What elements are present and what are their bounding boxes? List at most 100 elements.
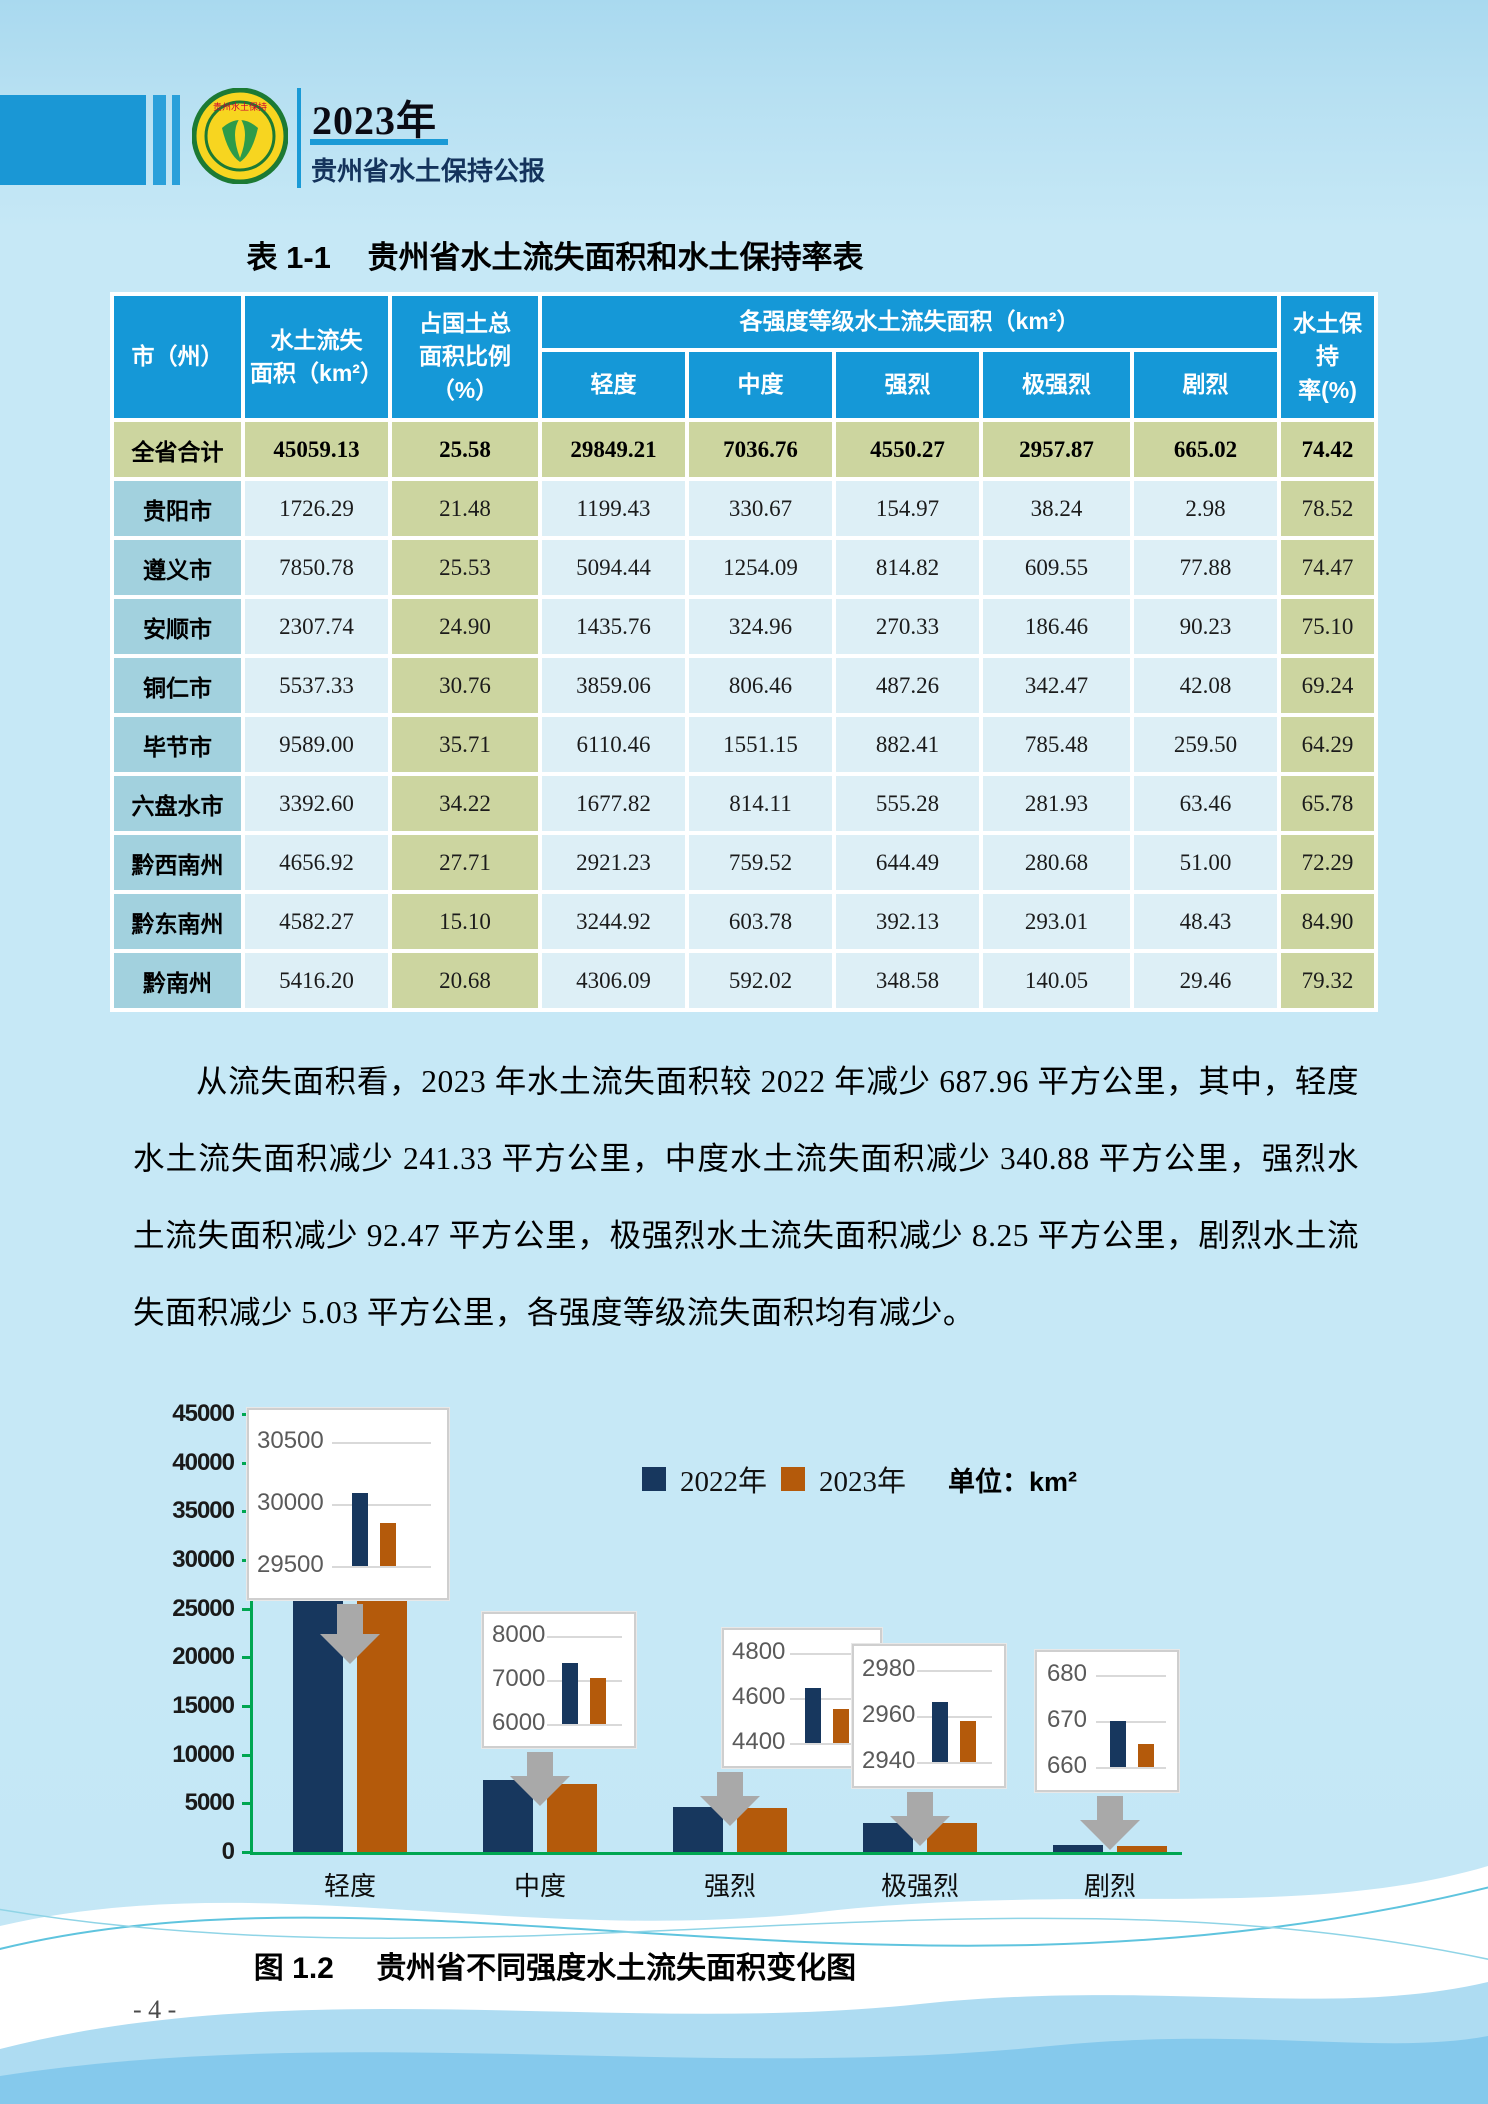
header-blue-block <box>0 95 146 185</box>
table-cell-value: 90.23 <box>1134 599 1278 654</box>
table-cell-value: 24.90 <box>392 599 538 654</box>
x-axis-category-label: 极强烈 <box>880 1871 959 1901</box>
callout-box-极强烈: 2980 2960 2940 <box>852 1644 1006 1788</box>
table-cell-region: 六盘水市 <box>114 776 241 831</box>
y-axis-tick <box>242 1559 250 1562</box>
table-row: 贵阳市 1726.29 21.48 1199.43 330.67 154.97 38.24 2… <box>114 481 1375 536</box>
table-row: 安顺市 2307.74 24.90 1435.76 324.96 270.33 186.46… <box>114 599 1375 654</box>
table-cell-region: 铜仁市 <box>114 658 241 713</box>
y-axis-tick <box>242 1413 250 1416</box>
table-cell-region: 遵义市 <box>114 540 241 595</box>
arrow-shaft <box>717 1772 743 1796</box>
table-cell-value: 555.28 <box>836 776 979 831</box>
table-header-cell-level: 剧烈 <box>1134 352 1278 418</box>
callout-tick-label: 2940 <box>862 1747 916 1774</box>
table-header-cell: 水土保持 率(%) <box>1281 296 1375 418</box>
y-axis-tick <box>242 1656 250 1660</box>
table-cell-value: 25.53 <box>392 540 538 595</box>
y-axis-tick-label: 45000 <box>172 1400 235 1427</box>
callout-tick-label: 30000 <box>257 1489 324 1516</box>
y-axis-tick-label: 40000 <box>172 1448 235 1476</box>
callout-arrow-icon <box>700 1772 760 1826</box>
callout-tick-label: 680 <box>1046 1660 1087 1687</box>
table-cell-value: 2921.23 <box>542 835 685 890</box>
callout-tick-label: 8000 <box>492 1621 546 1648</box>
table-cell-value: 42.08 <box>1134 658 1278 713</box>
table-cell-value: 4656.92 <box>245 835 388 890</box>
callout-tick-label: 660 <box>1046 1752 1087 1779</box>
page-number: - 4 - <box>133 1995 177 2024</box>
table-header-cell: 占国土总 面积比例 （%） <box>392 296 538 418</box>
table-cell-value: 785.48 <box>983 717 1130 772</box>
table-row: 黔南州 5416.20 20.68 4306.09 592.02 348.58 140.05… <box>114 953 1375 1008</box>
header-divider <box>297 88 301 188</box>
x-axis-category-label: 中度 <box>513 1871 566 1901</box>
table-cell-value: 3392.60 <box>245 776 388 831</box>
table-header-cell-level: 强烈 <box>836 352 979 418</box>
callout-mini-bar-2023年 <box>960 1721 976 1762</box>
callout-gridline <box>789 1653 868 1655</box>
legend-label: 2022年 <box>680 1466 768 1498</box>
header-stripe <box>172 95 180 185</box>
table-row: 六盘水市 3392.60 34.22 1677.82 814.11 555.28 281.9… <box>114 776 1375 831</box>
bottom-wave-decoration <box>0 1866 1488 2104</box>
table-cell-value: 348.58 <box>836 953 979 1008</box>
table-cell-value: 609.55 <box>983 540 1130 595</box>
table-cell-value: 882.41 <box>836 717 979 772</box>
y-axis-tick <box>242 1705 250 1708</box>
arrow-head <box>320 1634 380 1664</box>
y-axis-tick-label: 25000 <box>172 1594 235 1622</box>
bar-2023年-轻度 <box>357 1561 407 1852</box>
callout-gridline <box>547 1636 622 1638</box>
table-cell-value: 45059.13 <box>245 422 388 477</box>
unit-label: 单位：km² <box>948 1466 1078 1497</box>
table-body: 全省合计 45059.13 25.58 29849.21 7036.76 4550.27 2… <box>114 422 1375 1008</box>
table-cell-value: 392.13 <box>836 894 979 949</box>
table-cell-value: 2.98 <box>1134 481 1278 536</box>
arrow-shaft <box>527 1752 553 1776</box>
table-cell-value: 2307.74 <box>245 599 388 654</box>
table-row: 遵义市 7850.78 25.53 5094.44 1254.09 814.82 609.5… <box>114 540 1375 595</box>
callout-mini-bar-2022年 <box>351 1493 368 1566</box>
legend-swatch-2022年 <box>642 1467 666 1491</box>
table-cell-value: 30.76 <box>392 658 538 713</box>
header-stripe <box>153 95 166 185</box>
table-cell-value: 324.96 <box>689 599 832 654</box>
callout-box-中度: 8000 7000 6000 <box>482 1612 636 1748</box>
table-cell-value: 3244.92 <box>542 894 685 949</box>
table-cell-value: 20.68 <box>392 953 538 1008</box>
table-row: 黔西南州 4656.92 27.71 2921.23 759.52 644.49 280.6… <box>114 835 1375 890</box>
header-year-title: 2023年 <box>312 98 437 143</box>
table-header-cell-level: 极强烈 <box>983 352 1130 418</box>
table-cell-value: 15.10 <box>392 894 538 949</box>
table-cell-value: 7850.78 <box>245 540 388 595</box>
y-axis-tick <box>242 1461 250 1465</box>
table-cell-value: 21.48 <box>392 481 538 536</box>
callout-tick-label: 7000 <box>492 1665 546 1692</box>
table-cell-value: 29849.21 <box>542 422 685 477</box>
y-axis-tick <box>242 1851 250 1854</box>
arrow-shaft <box>1097 1796 1123 1820</box>
callout-tick-label: 670 <box>1046 1706 1087 1733</box>
callout-tick-label: 4600 <box>732 1683 786 1710</box>
callout-mini-bar-2023年 <box>1137 1744 1154 1767</box>
callout-tick-label: 2980 <box>862 1655 916 1682</box>
table-header-cell: 市（州） <box>114 296 241 418</box>
table-cell-value: 603.78 <box>689 894 832 949</box>
callout-mini-bar-2022年 <box>932 1702 948 1762</box>
callout-tick-label: 4400 <box>732 1728 786 1755</box>
table-title-text: 贵州省水土流失面积和水土保持率表 <box>367 240 864 275</box>
table-cell-value: 1254.09 <box>689 540 832 595</box>
table-cell-region: 安顺市 <box>114 599 241 654</box>
y-axis-tick-label: 0 <box>221 1838 235 1865</box>
y-axis-tick <box>242 1607 250 1611</box>
table-cell-value: 293.01 <box>983 894 1130 949</box>
table-row: 全省合计 45059.13 25.58 29849.21 7036.76 4550.27 2… <box>114 422 1375 477</box>
callout-arrow-icon <box>1080 1796 1140 1850</box>
callout-box-剧烈: 680 670 660 <box>1035 1650 1179 1792</box>
table-cell-region: 黔南州 <box>114 953 241 1008</box>
callout-mini-bar-2023年 <box>590 1678 606 1724</box>
table-cell-value: 259.50 <box>1134 717 1278 772</box>
y-axis-tick-label: 30000 <box>172 1546 235 1573</box>
